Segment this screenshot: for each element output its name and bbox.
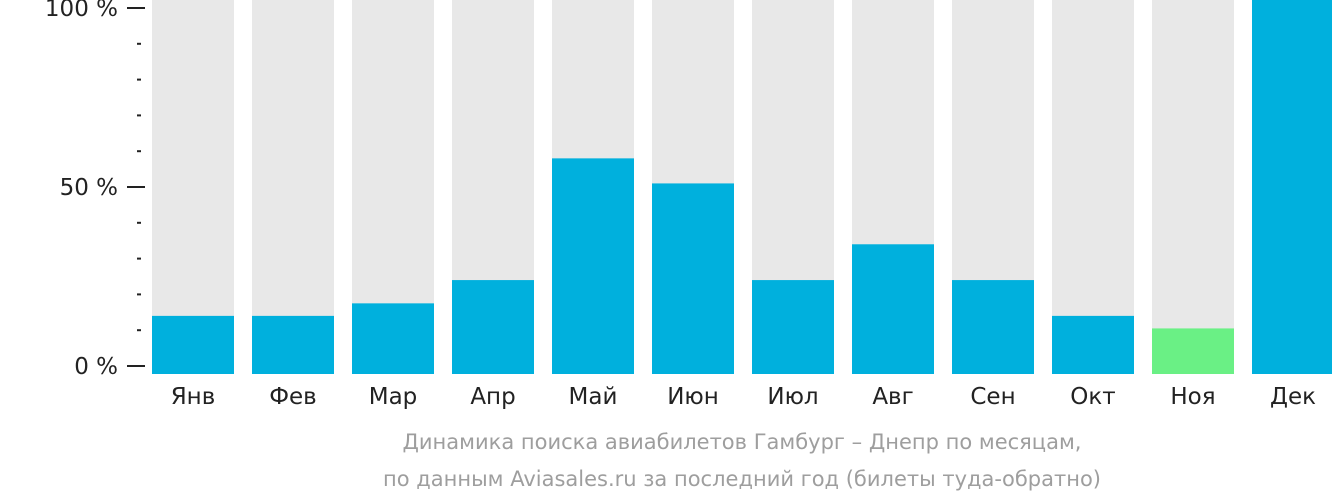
bar-5 bbox=[552, 158, 634, 374]
bar-9 bbox=[952, 280, 1034, 374]
x-tick-label: Апр bbox=[470, 384, 515, 410]
bar-6 bbox=[652, 183, 734, 374]
x-tick-label: Май bbox=[569, 384, 618, 410]
x-tick-label: Янв bbox=[171, 384, 216, 410]
x-axis-labels: Янв Фев Мар Апр Май Июн Июл Авг Сен Окт Ноя Дек bbox=[171, 384, 1316, 410]
x-tick-label: Авг bbox=[872, 384, 913, 410]
bar-10 bbox=[1052, 315, 1134, 374]
bar-track-2 bbox=[252, 0, 334, 374]
x-tick-label: Фев bbox=[269, 384, 317, 410]
bar-track-11 bbox=[1152, 0, 1234, 374]
x-tick-label: Июн bbox=[667, 384, 719, 410]
bar-12 bbox=[1252, 0, 1332, 374]
bar-track-1 bbox=[152, 0, 234, 374]
bar-7 bbox=[752, 280, 834, 374]
x-tick-label: Ноя bbox=[1170, 384, 1215, 410]
bar-track-10 bbox=[1052, 0, 1134, 374]
bar-2 bbox=[252, 315, 334, 374]
x-tick-label: Сен bbox=[970, 384, 1015, 410]
bar-1 bbox=[152, 315, 234, 374]
y-axis: 0 % 50 % 100 % bbox=[45, 0, 145, 380]
bar-3 bbox=[352, 303, 434, 374]
bar-11 bbox=[1152, 328, 1234, 374]
x-tick-label: Окт bbox=[1070, 384, 1115, 410]
caption-line-1: Динамика поиска авиабилетов Гамбург – Дн… bbox=[402, 430, 1082, 454]
bars bbox=[152, 0, 1332, 374]
y-tick-label: 100 % bbox=[45, 0, 118, 22]
bar-8 bbox=[852, 244, 934, 374]
y-tick-label: 50 % bbox=[60, 175, 118, 201]
bar-4 bbox=[452, 280, 534, 374]
y-tick-label: 0 % bbox=[74, 354, 118, 380]
x-tick-label: Дек bbox=[1270, 384, 1316, 410]
x-tick-label: Июл bbox=[767, 384, 818, 410]
x-tick-label: Мар bbox=[369, 384, 418, 410]
caption-line-2: по данным Aviasales.ru за последний год … bbox=[383, 467, 1101, 491]
